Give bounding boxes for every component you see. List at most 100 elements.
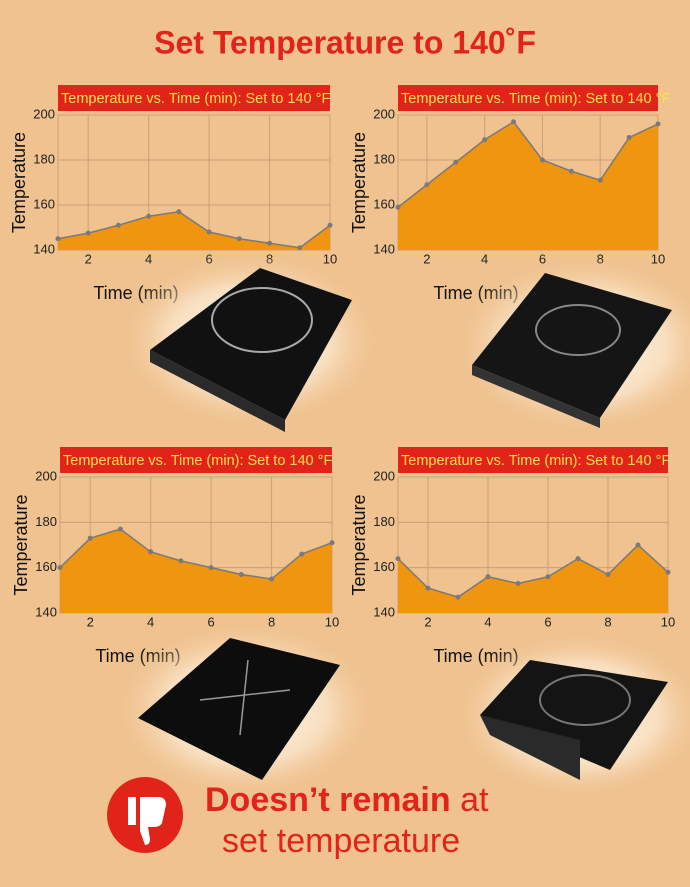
point bbox=[115, 222, 121, 228]
cooktop bbox=[480, 660, 668, 770]
point bbox=[626, 135, 632, 140]
point bbox=[117, 526, 123, 532]
y-tick-label: 180 bbox=[373, 151, 395, 166]
control-panel bbox=[480, 715, 580, 780]
burner bbox=[535, 304, 621, 356]
page-title: Set Temperature to 140˚F bbox=[154, 24, 536, 60]
footer-line1: Doesn’t remain at bbox=[205, 781, 489, 819]
cooktop-edge bbox=[472, 365, 600, 428]
y-tick-label: 200 bbox=[35, 468, 57, 483]
area-chart: Temperature vs. Time (min): Set to 140 °… bbox=[349, 447, 675, 666]
footer-line2: set temperature bbox=[222, 822, 460, 860]
footer-rest: at bbox=[460, 781, 489, 819]
point bbox=[206, 229, 212, 235]
x-tick-label: 4 bbox=[484, 614, 491, 629]
point bbox=[539, 157, 545, 163]
point bbox=[299, 551, 305, 557]
area bbox=[60, 529, 332, 613]
y-tick-label: 180 bbox=[373, 514, 395, 529]
y-tick-label: 180 bbox=[33, 151, 55, 166]
x-tick-label: 2 bbox=[424, 614, 431, 629]
chart-title: Temperature vs. Time (min): Set to 140 °… bbox=[401, 91, 670, 107]
line bbox=[57, 210, 331, 249]
point bbox=[605, 571, 611, 577]
y-axis-label: Temperature bbox=[349, 494, 369, 595]
point bbox=[485, 574, 491, 580]
devices bbox=[110, 250, 690, 800]
point bbox=[482, 137, 488, 143]
point bbox=[269, 576, 275, 582]
point bbox=[395, 204, 401, 210]
line bbox=[397, 120, 659, 208]
point bbox=[511, 119, 517, 125]
y-tick-label: 200 bbox=[373, 106, 395, 121]
x-tick-label: 2 bbox=[85, 251, 92, 266]
point bbox=[297, 245, 303, 251]
point bbox=[568, 168, 574, 174]
point bbox=[238, 571, 244, 577]
burner bbox=[211, 287, 313, 353]
y-tick-label: 180 bbox=[35, 514, 57, 529]
y-tick-label: 200 bbox=[33, 106, 55, 121]
cooktop bbox=[472, 273, 672, 418]
point bbox=[425, 585, 431, 591]
x-tick-label: 6 bbox=[544, 614, 551, 629]
point bbox=[178, 558, 184, 564]
x-tick-label: 4 bbox=[147, 614, 154, 629]
y-tick-label: 140 bbox=[35, 604, 57, 619]
point bbox=[208, 565, 214, 571]
x-tick-label: 8 bbox=[604, 614, 611, 629]
footer-bold: Doesn’t remain bbox=[205, 781, 451, 819]
point bbox=[665, 569, 671, 575]
area bbox=[58, 211, 330, 250]
chart-title: Temperature vs. Time (min): Set to 140 °… bbox=[401, 453, 670, 469]
point bbox=[146, 213, 152, 219]
y-axis-label: Temperature bbox=[11, 494, 31, 595]
x-tick-label: 6 bbox=[207, 614, 214, 629]
y-axis-label: Temperature bbox=[9, 132, 29, 233]
point bbox=[635, 542, 641, 548]
line bbox=[397, 543, 669, 598]
area bbox=[398, 121, 658, 250]
point bbox=[515, 581, 521, 587]
area-chart: Temperature vs. Time (min): Set to 140 °… bbox=[349, 85, 670, 303]
point bbox=[655, 121, 661, 127]
y-tick-label: 160 bbox=[373, 559, 395, 574]
point bbox=[424, 182, 430, 188]
y-tick-label: 140 bbox=[33, 241, 55, 256]
zone-line bbox=[239, 659, 249, 736]
point bbox=[597, 177, 603, 183]
chart-title: Temperature vs. Time (min): Set to 140 °… bbox=[61, 91, 330, 107]
cooktop bbox=[150, 268, 352, 420]
point bbox=[236, 236, 242, 242]
cooktop-edge bbox=[150, 350, 285, 432]
line bbox=[59, 528, 333, 580]
point bbox=[87, 535, 93, 541]
cooktop bbox=[138, 638, 340, 780]
chart-title: Temperature vs. Time (min): Set to 140 °… bbox=[63, 453, 332, 469]
chart-title-band bbox=[60, 447, 332, 473]
burner bbox=[539, 674, 631, 726]
y-axis-label: Temperature bbox=[349, 132, 369, 233]
point bbox=[453, 159, 459, 165]
point bbox=[57, 565, 63, 571]
chart-title-band bbox=[398, 447, 668, 473]
x-tick-label: 10 bbox=[325, 614, 339, 629]
x-tick-label: 4 bbox=[145, 251, 152, 266]
point bbox=[327, 222, 333, 228]
point bbox=[455, 594, 461, 600]
chart-title-band bbox=[398, 85, 658, 111]
x-tick-label: 4 bbox=[481, 251, 488, 266]
point bbox=[267, 240, 273, 246]
area-chart: Temperature vs. Time (min): Set to 140 °… bbox=[11, 447, 339, 666]
y-tick-label: 160 bbox=[35, 559, 57, 574]
y-tick-label: 140 bbox=[373, 604, 395, 619]
point bbox=[148, 549, 154, 555]
point bbox=[329, 540, 335, 546]
y-tick-label: 140 bbox=[373, 241, 395, 256]
x-tick-label: 10 bbox=[651, 251, 665, 266]
point bbox=[545, 574, 551, 580]
point bbox=[176, 209, 182, 215]
point bbox=[55, 236, 61, 242]
